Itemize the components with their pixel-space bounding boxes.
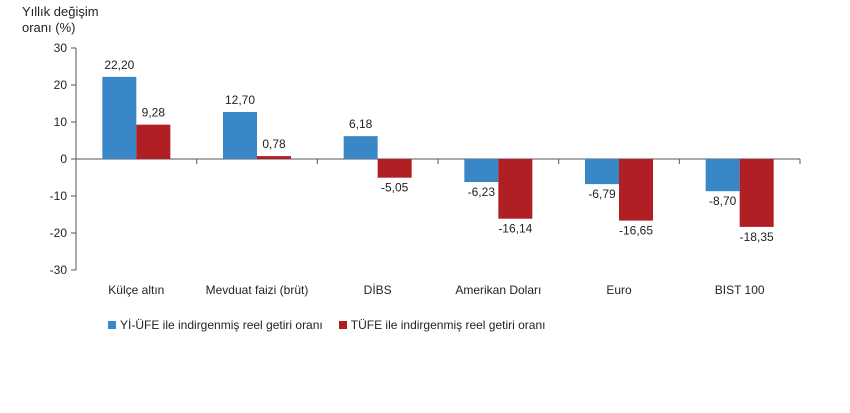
legend-item-series-1: Yİ-ÜFE ile indirgenmiş reel getiri oranı	[108, 318, 323, 332]
data-label: -16,14	[498, 222, 532, 236]
data-label: 22,20	[104, 58, 134, 72]
y-axis-title: Yıllık değişim oranı (%)	[22, 4, 99, 35]
bar-series-2	[377, 159, 412, 178]
bar-series-1	[585, 159, 619, 185]
y-tick-label: -20	[50, 226, 68, 240]
category-label: DİBS	[364, 283, 392, 297]
data-label: 9,28	[142, 106, 166, 120]
data-label: -5,05	[381, 181, 409, 195]
chart-labels: Külçe altın 22,20 9,28 Mevduat faizi (brüt)…	[104, 58, 774, 297]
y-tick-label: 0	[60, 152, 67, 166]
y-tick-label: -10	[50, 189, 68, 203]
category-label: Mevduat faizi (brüt)	[206, 283, 309, 297]
data-label: -6,23	[468, 185, 496, 199]
legend-swatch-series-2	[338, 321, 347, 329]
legend-label-series-2: TÜFE ile indirgenmiş reel getiri oranı	[350, 318, 546, 332]
bar-series-1	[343, 136, 378, 159]
chart-legend: Yİ-ÜFE ile indirgenmiş reel getiri oranı…	[108, 318, 546, 332]
legend-swatch-series-1	[108, 321, 116, 329]
data-label: -8,70	[709, 194, 737, 208]
bar-series-1	[102, 76, 137, 159]
bar-series-2	[739, 159, 774, 227]
data-label: -18,35	[740, 230, 774, 244]
data-label: 0,78	[262, 137, 286, 151]
y-tick-label: 10	[54, 115, 68, 129]
category-label: Külçe altın	[108, 283, 164, 297]
category-label: BIST 100	[715, 283, 765, 297]
category-label: Euro	[606, 283, 632, 297]
bar-series-1	[705, 159, 740, 192]
data-label: 12,70	[225, 93, 255, 107]
y-tick-label: 20	[54, 78, 68, 92]
chart-axes: 30 20 10 0 -10 -20 -30	[50, 41, 801, 277]
bar-series-2	[498, 159, 533, 219]
bar-series-2	[257, 156, 291, 159]
y-tick-label: 30	[54, 41, 68, 55]
chart-bars	[102, 76, 774, 227]
bar-series-1	[223, 112, 257, 159]
data-label: -16,65	[619, 224, 653, 238]
y-tick-label: -30	[50, 263, 68, 277]
legend-label-series-1: Yİ-ÜFE ile indirgenmiş reel getiri oranı	[120, 318, 323, 332]
legend-item-series-2: TÜFE ile indirgenmiş reel getiri oranı	[338, 318, 546, 332]
bar-series-2	[136, 124, 171, 159]
bar-series-2	[619, 159, 653, 221]
data-label: -6,79	[588, 187, 616, 201]
data-label: 6,18	[349, 117, 373, 131]
category-label: Amerikan Doları	[455, 283, 541, 297]
bar-series-1	[464, 159, 499, 183]
